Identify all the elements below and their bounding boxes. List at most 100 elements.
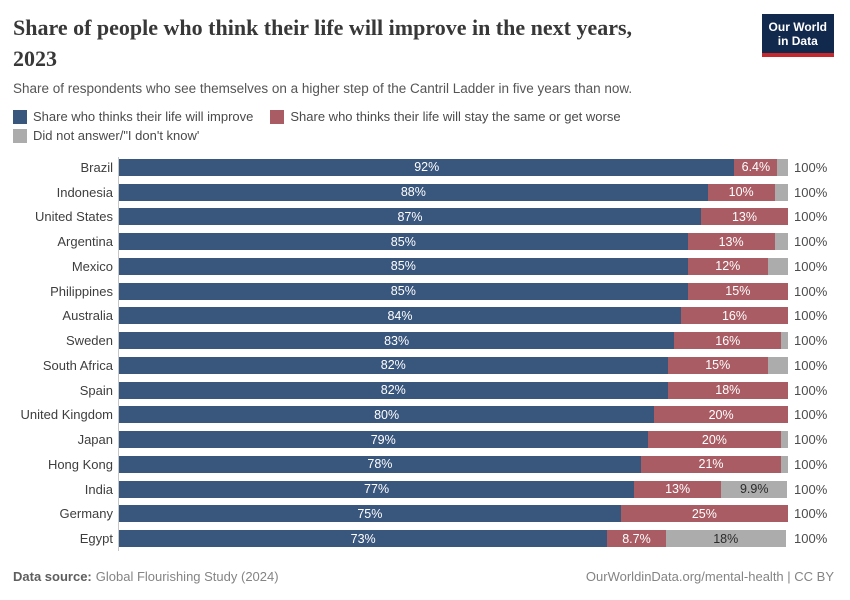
chart-row: United States 87% 13% 100% [13,205,834,230]
page-title: Share of people who think their life wil… [13,12,632,74]
segment-worse: 16% [680,307,788,325]
chart-row: Hong Kong 78% 21% 100% [13,452,834,477]
axis-total-label: 100% [794,432,828,448]
segment-worse: 20% [654,406,788,424]
segment-improve: 82% [119,356,668,374]
legend-label: Share who thinks their life will improve [33,109,254,124]
bar-track: 85% 15% [119,282,788,300]
country-label: Spain [79,382,113,398]
segment-worse: 10% [707,183,775,201]
legend-item: Share who thinks their life will improve [13,109,253,124]
segment-improve: 85% [119,233,688,251]
bar-track: 84% 16% [119,307,788,325]
segment-worse: 13% [701,208,788,226]
axis-total-label: 100% [794,531,828,547]
chart-row: Spain 82% 18% 100% [13,378,834,403]
data-source-value: Global Flourishing Study (2024) [95,569,279,584]
bar-track: 88% 10% [119,183,788,201]
bar-track: 82% 18% [119,381,788,399]
country-label: Hong Kong [47,456,113,472]
chart-page: Share of people who think their life wil… [13,12,834,584]
legend-label: Did not answer/"I don't know' [33,128,200,143]
bar-track: 77% 13% 9.9% [119,480,788,498]
segment-worse: 8.7% [607,530,666,548]
segment-worse: 6.4% [734,158,778,176]
segment-improve: 87% [119,208,702,226]
segment-improve: 75% [119,505,621,523]
segment-improve: 85% [119,257,688,275]
footer-credit: OurWorldinData.org/mental-health | CC BY [585,569,834,584]
segment-improve: 88% [119,183,708,201]
segment-improve: 84% [119,307,681,325]
axis-total-label: 100% [794,308,828,324]
chart-row: South Africa 82% 15% 100% [13,353,834,378]
bar-track: 87% 13% [119,208,788,226]
segment-worse: 18% [667,381,788,399]
segment-unknown [781,455,788,473]
bar-track: 75% 25% [119,505,788,523]
segment-unknown [767,257,788,275]
axis-total-label: 100% [794,333,828,349]
axis-total-label: 100% [794,159,828,175]
segment-unknown [781,431,788,449]
segment-improve: 73% [119,530,608,548]
bar-track: 78% 21% [119,455,788,473]
country-label: Brazil [80,159,113,175]
axis-total-label: 100% [794,357,828,373]
page-title-line1: Share of people who think their life wil… [13,15,633,40]
axis-total-label: 100% [794,184,828,200]
bar-track: 79% 20% [119,431,788,449]
axis-total-label: 100% [794,382,828,398]
bar-track: 92% 6.4% [119,158,788,176]
header: Share of people who think their life wil… [13,12,834,74]
segment-unknown [774,233,788,251]
segment-unknown [777,158,788,176]
country-label: United States [34,209,113,225]
segment-worse: 12% [687,257,768,275]
bar-track: 73% 8.7% 18% [119,530,788,548]
legend-swatch-icon [13,109,27,124]
owid-logo: Our World in Data [761,14,834,57]
chart-row: India 77% 13% 9.9% 100% [13,477,834,502]
bar-track: 82% 15% [119,356,788,374]
country-label: United Kingdom [20,407,114,423]
chart-row: Indonesia 88% 10% 100% [13,180,834,205]
segment-worse: 20% [647,431,782,449]
axis-total-label: 100% [794,258,828,274]
stacked-bar-chart: Brazil 92% 6.4% 100% Indonesia 88% 10% 100… [13,155,834,551]
bar-track: 80% 20% [119,406,788,424]
chart-row: Argentina 85% 13% 100% [13,229,834,254]
segment-worse: 15% [667,356,768,374]
legend-item: Did not answer/"I don't know' [13,128,199,143]
country-label: Indonesia [56,184,113,200]
legend-swatch-icon [270,109,285,124]
country-label: Japan [77,432,113,448]
segment-worse: 25% [620,505,788,523]
country-label: Argentina [57,234,113,250]
segment-improve: 79% [119,431,648,449]
axis-total-label: 100% [794,283,828,299]
segment-improve: 83% [119,332,675,350]
country-label: India [84,481,113,497]
axis-total-label: 100% [794,209,828,225]
segment-improve: 82% [119,381,668,399]
segment-worse: 13% [687,233,775,251]
owid-logo-line1: Our World [768,20,827,34]
chart-row: Mexico 85% 12% 100% [13,254,834,279]
axis-total-label: 100% [794,407,828,423]
segment-unknown [774,183,788,201]
chart-row: Australia 84% 16% 100% [13,304,834,329]
chart-row: Egypt 73% 8.7% 18% 100% [13,526,834,551]
axis-total-label: 100% [794,506,828,522]
country-label: Australia [62,308,113,324]
segment-worse: 13% [634,480,722,498]
bar-track: 85% 12% [119,257,788,275]
chart-row: Philippines 85% 15% 100% [13,279,834,304]
country-label: Philippines [50,283,113,299]
segment-improve: 85% [119,282,688,300]
segment-unknown [781,332,788,350]
country-label: Mexico [71,258,113,274]
segment-improve: 78% [119,455,641,473]
chart-row: Germany 75% 25% 100% [13,502,834,527]
country-label: Germany [59,506,113,522]
